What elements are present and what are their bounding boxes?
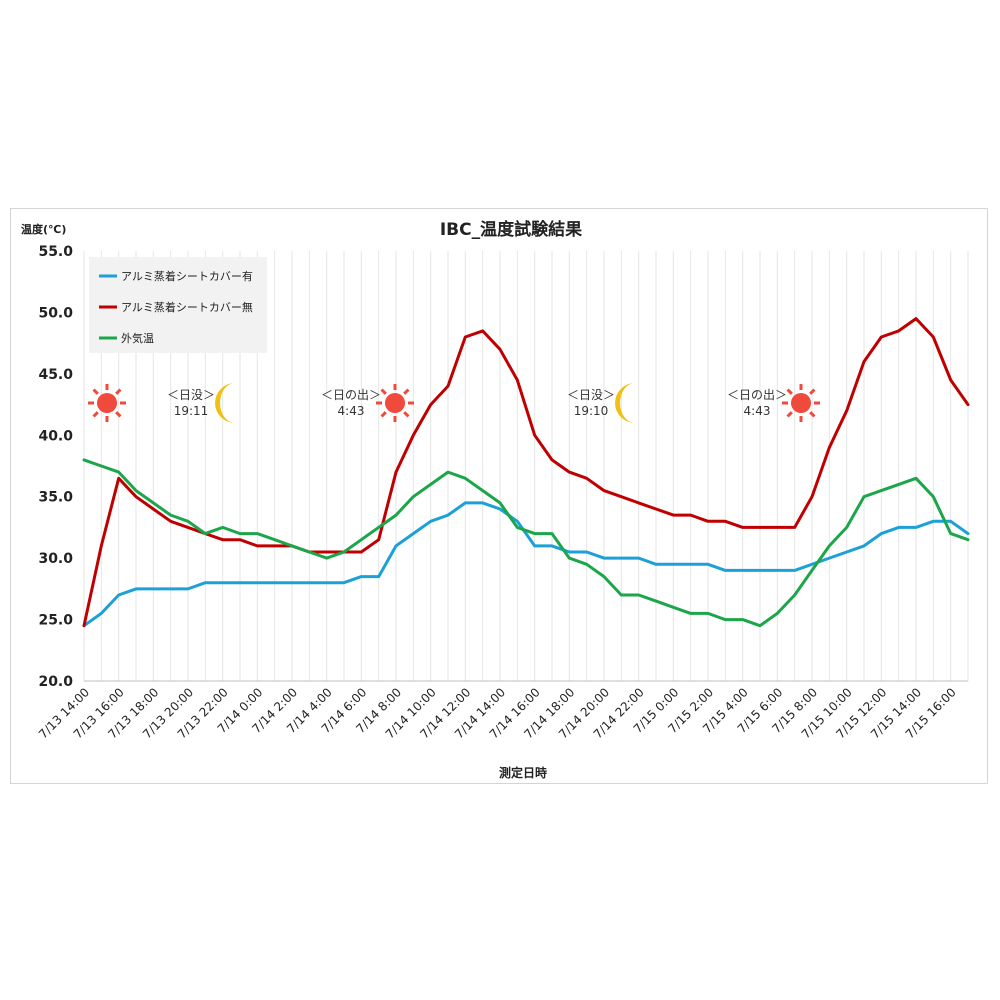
annotation [88, 384, 126, 422]
sun-ray [92, 411, 99, 418]
sun-ray [809, 411, 816, 418]
annotation-time: 4:43 [744, 404, 771, 418]
annotation-time: 19:10 [574, 404, 609, 418]
sun-icon [782, 384, 820, 422]
series-line-1 [82, 501, 970, 628]
y-tick-labels: 20.0 25.0 30.0 35.0 40.0 45.0 50.0 55.0 [38, 244, 73, 690]
sun-ray [380, 388, 387, 395]
y-tick-label: 25.0 [38, 613, 73, 629]
sun-ray [403, 411, 410, 418]
x-tick-labels: 7/13 14:007/13 16:007/13 18:007/13 20:00… [36, 685, 959, 741]
y-axis-label: 温度(℃) [21, 222, 66, 236]
sun-ray [809, 388, 816, 395]
annotation: ＜日没＞ 19:11 [167, 383, 235, 423]
series-line-3 [82, 458, 970, 628]
sun-ray [786, 411, 793, 418]
annotation-label: ＜日の出＞ [727, 388, 787, 402]
sun-ray [115, 411, 122, 418]
sun-ray [380, 411, 387, 418]
y-tick-label: 20.0 [38, 674, 73, 690]
series-line-2 [82, 317, 970, 628]
moon-icon [615, 383, 635, 423]
sun-disc [385, 393, 405, 413]
y-tick-label: 30.0 [38, 551, 73, 567]
series-layer [82, 317, 970, 628]
annotation-label: ＜日没＞ [567, 387, 615, 402]
sun-ray [115, 388, 122, 395]
legend-label: 外気温 [121, 331, 154, 345]
sun-ray [92, 388, 99, 395]
legend-label: アルミ蒸着シートカバー無 [121, 300, 253, 314]
y-tick-label: 40.0 [38, 428, 73, 444]
annotation: ＜日没＞ 19:10 [567, 383, 635, 423]
y-tick-label: 45.0 [38, 367, 73, 383]
sun-disc [97, 393, 117, 413]
chart-frame: IBC_温度試験結果 温度(℃) 測定日時 20.0 25.0 30.0 35.0 40… [10, 208, 988, 784]
annotation-layer: ＜日没＞ 19:11 ＜日の出＞ 4:43 ＜日没＞ 19:10 ＜日の出＞ 4:43 [88, 383, 820, 423]
sun-ray [786, 388, 793, 395]
x-axis-label: 測定日時 [499, 765, 547, 780]
y-tick-label: 35.0 [38, 490, 73, 506]
y-tick-label: 55.0 [38, 244, 73, 260]
chart-svg: IBC_温度試験結果 温度(℃) 測定日時 20.0 25.0 30.0 35.0 40… [21, 219, 970, 780]
y-tick-label: 50.0 [38, 305, 73, 321]
legend-box [89, 257, 267, 353]
sun-icon [88, 384, 126, 422]
chart-title: IBC_温度試験結果 [440, 219, 582, 240]
sun-icon [376, 384, 414, 422]
annotation-time: 19:11 [174, 404, 209, 418]
moon-icon [215, 383, 235, 423]
annotation-time: 4:43 [338, 404, 365, 418]
annotation: ＜日の出＞ 4:43 [321, 384, 414, 422]
annotation-label: ＜日没＞ [167, 387, 215, 402]
annotation-label: ＜日の出＞ [321, 388, 381, 402]
legend-label: アルミ蒸着シートカバー有 [121, 269, 253, 283]
sun-disc [791, 393, 811, 413]
sun-ray [403, 388, 410, 395]
annotation: ＜日の出＞ 4:43 [727, 384, 820, 422]
